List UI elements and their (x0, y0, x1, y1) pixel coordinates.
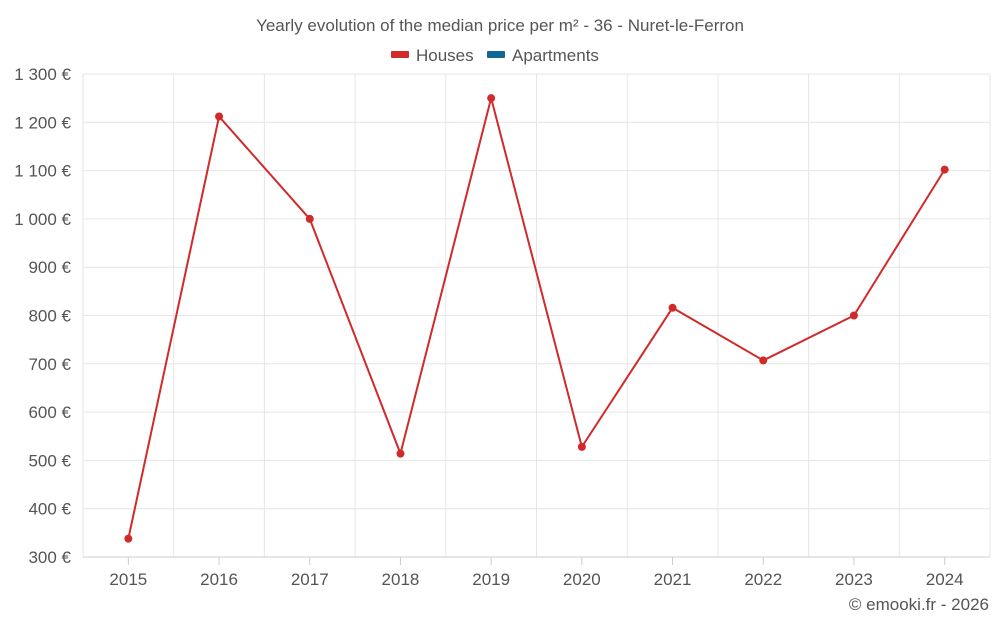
axes: 300 € 400 € 500 € 600 € 700 € 800 € 900 € 1 000… (14, 65, 990, 589)
series (124, 94, 949, 543)
x-tick-label: 2021 (654, 570, 692, 589)
y-tick-label: 300 € (28, 548, 71, 567)
y-tick-label: 800 € (28, 307, 71, 326)
y-tick-label: 900 € (28, 258, 71, 277)
x-tick-label: 2024 (926, 570, 964, 589)
data-point[interactable] (759, 356, 768, 365)
credit-text: © emooki.fr - 2026 (849, 595, 989, 614)
data-point[interactable] (396, 449, 405, 458)
x-tick-label: 2015 (109, 570, 147, 589)
data-point[interactable] (577, 442, 586, 451)
y-tick-label: 1 100 € (14, 162, 71, 181)
series-line-houses (127, 97, 946, 539)
y-tick-label: 1 000 € (14, 210, 71, 229)
data-point[interactable] (940, 165, 949, 174)
data-point[interactable] (849, 311, 858, 320)
data-point[interactable] (487, 94, 496, 103)
x-tick-label: 2022 (744, 570, 782, 589)
legend-swatch-houses (391, 51, 409, 58)
y-tick-label: 600 € (28, 403, 71, 422)
data-point[interactable] (668, 303, 677, 312)
data-point[interactable] (215, 112, 224, 121)
x-tick-label: 2019 (472, 570, 510, 589)
data-point[interactable] (305, 214, 314, 223)
x-tick-label: 2020 (563, 570, 601, 589)
data-point[interactable] (124, 534, 133, 543)
legend: Houses Apartments (391, 46, 599, 65)
legend-label-apartments[interactable]: Apartments (512, 46, 599, 65)
x-tick-label: 2017 (291, 570, 329, 589)
y-tick-label: 400 € (28, 500, 71, 519)
legend-label-houses[interactable]: Houses (416, 46, 474, 65)
y-tick-label: 1 200 € (14, 113, 71, 132)
y-tick-label: 500 € (28, 451, 71, 470)
y-tick-label: 700 € (28, 355, 71, 374)
x-tick-label: 2018 (382, 570, 420, 589)
legend-swatch-apartments (487, 51, 505, 58)
gridlines (82, 73, 991, 558)
y-tick-label: 1 300 € (14, 65, 71, 84)
chart-title: Yearly evolution of the median price per… (256, 16, 744, 35)
x-tick-label: 2016 (200, 570, 238, 589)
x-tick-label: 2023 (835, 570, 873, 589)
